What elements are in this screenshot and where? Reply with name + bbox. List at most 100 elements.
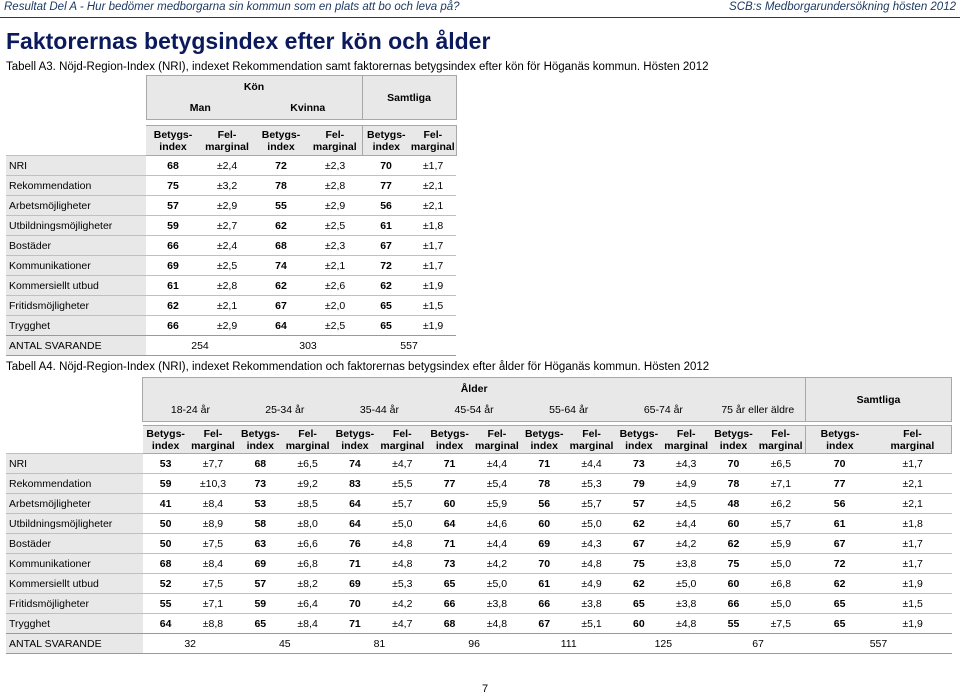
table-a4-cell-index: 71 [332,613,378,634]
col-header-line: Fel- [392,427,412,440]
table-a4-respondents-count: 32 [142,633,238,654]
table-a4-cell-index: 55 [710,613,757,634]
table-row: Fritidsmöjligheter 55 ±7,1 59 ±6,4 70 ±4,2 66 ±3… [6,593,952,614]
table-row: Trygghet 66 ±2,9 64 ±2,5 65 ±1,9 [6,315,457,336]
table-a3-cell-margin: ±1,5 [410,295,457,316]
table-a4-cell-margin: ±5,7 [567,493,617,514]
page-title: Faktorernas betygsindex efter kön och ål… [6,28,491,54]
table-a3-cell-index: 65 [362,295,411,316]
col-header-line: Fel- [487,427,507,440]
table-a3-cell-margin: ±2,9 [200,315,254,336]
table-a4-cell-index: 60 [426,493,473,514]
table-a4-cell-margin: ±8,2 [283,573,333,594]
table-a3-cell-margin: ±1,9 [410,315,457,336]
table-a4-cell-margin: ±10,3 [188,473,238,494]
table-a3-col-margin-header: Fel-marginal [410,125,457,156]
table-a4-cell-margin: ±4,3 [567,533,617,554]
table-a4-cell-index: 64 [426,513,473,534]
table-a3-cell-index: 69 [146,255,200,276]
col-header-line: Fel- [325,128,345,141]
table-a3-cell-index: 56 [362,195,411,216]
table-a3-cell-margin: ±2,1 [410,175,457,196]
table-a3-cell-index: 66 [146,315,200,336]
table-a4-cell-index: 79 [616,473,662,494]
table-a4-cell-index: 68 [237,453,284,474]
table-a4-cell-index: 73 [237,473,284,494]
table-a4-cell-index: 65 [805,593,874,614]
table-a3-row-label: Arbetsmöjligheter [6,195,146,216]
table-a3-cell-margin: ±1,9 [410,275,457,296]
table-a4-cell-index: 68 [142,553,189,574]
table-a4-cell-margin: ±4,4 [472,453,522,474]
table-a3-row-label: Kommersiellt utbud [6,275,146,296]
table-a3-row-label: Kommunikationer [6,255,146,276]
table-a3-cell-index: 78 [254,175,308,196]
table-a4-cell-margin: ±5,7 [377,493,427,514]
table-a4-cell-index: 75 [616,553,662,574]
col-header-line: marginal [380,439,425,452]
table-a4-col-index-header: Betygs-index [237,425,284,454]
table-a3-respondents-count: 254 [146,335,254,356]
table-a3-cell-margin: ±2,5 [308,215,363,236]
table-a4-cell-margin: ±5,3 [377,573,427,594]
table-row: Kommersiellt utbud 52 ±7,5 57 ±8,2 69 ±5,3 65 ±5… [6,573,952,594]
table-a4-row-label: Kommersiellt utbud [6,573,143,594]
table-a4-row-label: Rekommendation [6,473,143,494]
table-a3-cell-margin: ±2,1 [308,255,363,276]
table-a4-col-margin-header: Fel-marginal [661,425,711,454]
table-a3-col-index-header: Betygs-index [361,125,411,156]
table-row: Trygghet 64 ±8,8 65 ±8,4 71 ±4,7 68 ±4,8 67 ±5,1 60… [6,613,952,634]
table-a3-cell-index: 72 [254,155,308,176]
col-header-line: index [530,439,558,452]
col-header-line: Fel- [771,427,790,440]
table-row: Kommunikationer 68 ±8,4 69 ±6,8 71 ±4,8 73 ±4,2 7… [6,553,952,574]
table-a4-group-header: Ålder [142,377,806,400]
table-a3-row-label: NRI [6,155,146,176]
col-header-line: Betygs- [153,128,193,141]
table-a4-cell-margin: ±4,2 [377,593,427,614]
table-a4-cell-margin: ±7,1 [188,593,238,614]
table-a4-group-age: 45-54 år [426,399,522,422]
table-a4-col-index-header: Betygs-index [521,425,568,454]
table-a4-cell-margin: ±5,5 [377,473,427,494]
table-a3-cell-margin: ±2,5 [200,255,254,276]
table-a3-cell-index: 59 [146,215,200,236]
table-a3-cell-margin: ±3,2 [200,175,254,196]
table-a4-cell-index: 77 [426,473,473,494]
col-header-line: marginal [475,439,519,452]
table-a3-cell-index: 62 [254,215,308,236]
table-a4-cell-index: 73 [616,453,662,474]
header-survey-name: SCB:s Medborgarundersökning hösten 2012 [729,1,956,13]
table-a4-cell-index: 73 [426,553,473,574]
table-a3-col-index-header: Betygs-index [254,125,308,156]
table-a4-cell-margin: ±4,8 [661,613,711,634]
table-a4-group-age: 75 år eller äldre [710,399,806,422]
table-a4-col-margin-header: Fel-marginal [472,425,522,454]
table-a4-col-margin-header: Fel-marginal [873,425,952,454]
table-a4-total-header: Samtliga [804,377,953,422]
table-a4: Ålder Samtliga 18-24 år 25-34 år 35-44 år 4… [6,377,953,654]
table-a4-cell-index: 61 [521,573,568,594]
col-header-line: Fel- [676,427,696,440]
col-header-line: index [151,439,180,452]
table-a4-cell-margin: ±6,8 [756,573,806,594]
table-a4-cell-margin: ±5,3 [567,473,617,494]
table-a4-cell-index: 68 [426,613,473,634]
table-a4-cell-index: 62 [805,573,874,594]
table-a4-cell-index: 61 [805,513,874,534]
table-a4-cell-margin: ±3,8 [567,593,617,614]
table-a4-cell-margin: ±3,8 [661,593,711,614]
table-a4-cell-index: 60 [521,513,568,534]
col-header-line: Fel- [582,427,601,440]
table-a4-cell-index: 64 [332,513,378,534]
table-a4-cell-margin: ±2,1 [873,473,952,494]
table-a4-cell-index: 67 [616,533,662,554]
table-a4-col-index-header: Betygs-index [332,425,378,454]
table-a4-cell-index: 65 [805,613,874,634]
table-a3-row-label: Utbildningsmöjligheter [6,215,146,236]
col-header-line: Betygs- [430,427,469,440]
table-a4-cell-margin: ±4,5 [661,493,711,514]
table-a4-cell-margin: ±6,8 [283,553,333,574]
table-a4-cell-margin: ±4,7 [377,453,427,474]
table-a4-col-index-header: Betygs-index [616,425,662,454]
